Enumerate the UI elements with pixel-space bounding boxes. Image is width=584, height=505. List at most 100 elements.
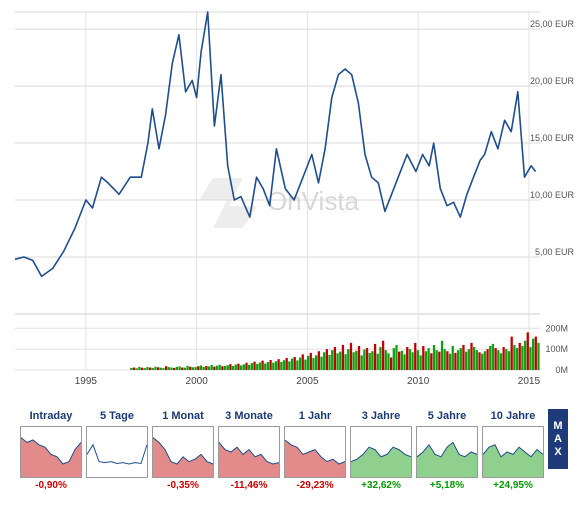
volume-bar	[162, 368, 165, 370]
volume-bar	[280, 361, 283, 370]
thumbnail-line	[416, 441, 478, 458]
volume-bar	[390, 357, 393, 370]
volume-bar	[256, 363, 259, 370]
thumbnail-area	[417, 442, 477, 477]
volume-bar	[443, 349, 446, 370]
period-thumbnail[interactable]	[482, 426, 544, 478]
volume-bar	[481, 353, 484, 370]
volume-bar	[486, 349, 489, 370]
period-tab-label[interactable]: 3 Jahre	[361, 410, 401, 422]
period-change-value: -11,46%	[230, 480, 268, 491]
volume-bar	[237, 363, 240, 370]
period-tab-label[interactable]: Intraday	[29, 410, 73, 422]
volume-bar	[156, 367, 160, 370]
volume-bar	[264, 363, 267, 370]
period-thumbnail[interactable]	[20, 426, 82, 478]
thumbnail-line	[482, 444, 544, 458]
period-tab[interactable]: 1 Jahr -29,23%	[284, 408, 346, 492]
period-tab-label[interactable]: 10 Jahre	[490, 410, 536, 422]
volume-bar	[154, 366, 157, 370]
volume-bar	[430, 353, 433, 370]
price-chart: OnVista 5,00 EUR 10,00 EUR 15,00 EUR 20,00 E…	[14, 11, 575, 387]
volume-bar	[529, 347, 532, 370]
thumbnail-line	[152, 437, 214, 465]
period-tab[interactable]: 5 Jahre +5,18%	[416, 408, 478, 492]
volume-bar	[258, 362, 262, 370]
thumbnail-area	[285, 440, 345, 477]
period-tab-label[interactable]: 5 Tage	[99, 410, 135, 422]
volume-bar	[411, 352, 414, 370]
period-tab[interactable]: 3 Jahre +32,62%	[350, 408, 412, 492]
volume-bar	[181, 367, 184, 370]
volume-bar	[408, 349, 412, 370]
volume-bar	[344, 354, 347, 370]
thumbnail-area	[351, 447, 411, 477]
x-tick-label: 2005	[296, 376, 319, 387]
volume-bar	[451, 346, 454, 370]
y-tick-label: 15,00 EUR	[530, 133, 575, 143]
period-tab-label[interactable]: 3 Monate	[225, 410, 273, 422]
volume-bar	[414, 342, 417, 370]
volume-bar	[355, 350, 358, 370]
thumbnail-frame	[86, 426, 148, 478]
volume-bar	[368, 352, 371, 370]
watermark-logo-mark	[199, 178, 257, 228]
watermark-logo	[199, 178, 257, 228]
volume-bar	[229, 364, 232, 370]
volume-bar	[513, 344, 516, 370]
volume-bar	[478, 352, 481, 370]
volume-bar	[483, 351, 487, 370]
volume-bar	[392, 348, 395, 370]
period-thumbnail[interactable]	[218, 426, 280, 478]
volume-bar	[432, 344, 436, 370]
volume-tick-label: 100M	[545, 344, 568, 354]
price-line	[14, 11, 537, 278]
volume-bar	[387, 353, 390, 370]
volume-bar	[537, 342, 540, 370]
volume-bar	[438, 351, 441, 370]
volume-bar	[510, 336, 513, 370]
thumbnail-line	[350, 446, 412, 463]
volume-bar	[456, 350, 460, 370]
volume-bar	[282, 360, 286, 370]
volume-tick-label: 0M	[555, 365, 568, 375]
volume-bar	[183, 367, 187, 370]
period-tab-label[interactable]: 5 Jahre	[427, 410, 467, 422]
period-tab[interactable]: Intraday -0,90%	[20, 408, 82, 492]
volume-bar	[189, 366, 192, 370]
period-thumbnail[interactable]	[284, 426, 346, 478]
volume-bar	[489, 346, 492, 370]
volume-bar	[191, 367, 195, 370]
period-tab[interactable]: 10 Jahre +24,95%	[482, 408, 544, 492]
x-tick-label: 2000	[186, 376, 209, 387]
volume-bar	[331, 350, 334, 370]
period-tab-label[interactable]: 1 Jahr	[298, 410, 332, 422]
volume-bar	[502, 347, 505, 370]
volume-bar	[363, 349, 366, 370]
volume-bar	[473, 347, 476, 370]
period-tab-label[interactable]: 1 Monat	[162, 410, 204, 422]
period-tab[interactable]: 5 Tage	[86, 408, 148, 492]
period-thumbnail[interactable]	[86, 426, 148, 478]
period-change-value: +5,18%	[429, 480, 465, 491]
period-thumbnail[interactable]	[416, 426, 478, 478]
volume-bar	[170, 367, 173, 370]
period-tab[interactable]: 1 Monat -0,35%	[152, 408, 214, 492]
volume-bar	[424, 351, 428, 370]
x-tick-label: 1995	[75, 376, 98, 387]
volume-bar	[518, 342, 521, 370]
volume-bar	[360, 355, 363, 370]
volume-bar	[526, 332, 529, 370]
volume-bar	[167, 367, 170, 370]
period-thumbnail[interactable]	[152, 426, 214, 478]
volume-bar	[207, 366, 211, 370]
volume-bar	[440, 340, 444, 370]
y-tick-label: 10,00 EUR	[530, 190, 575, 200]
volume-bar	[312, 358, 315, 370]
period-change-value: -29,23%	[296, 480, 334, 491]
volume-bar	[194, 367, 197, 370]
period-thumbnail[interactable]	[350, 426, 412, 478]
volume-bar	[352, 352, 355, 370]
period-tab[interactable]: 3 Monate -11,46%	[218, 408, 280, 492]
